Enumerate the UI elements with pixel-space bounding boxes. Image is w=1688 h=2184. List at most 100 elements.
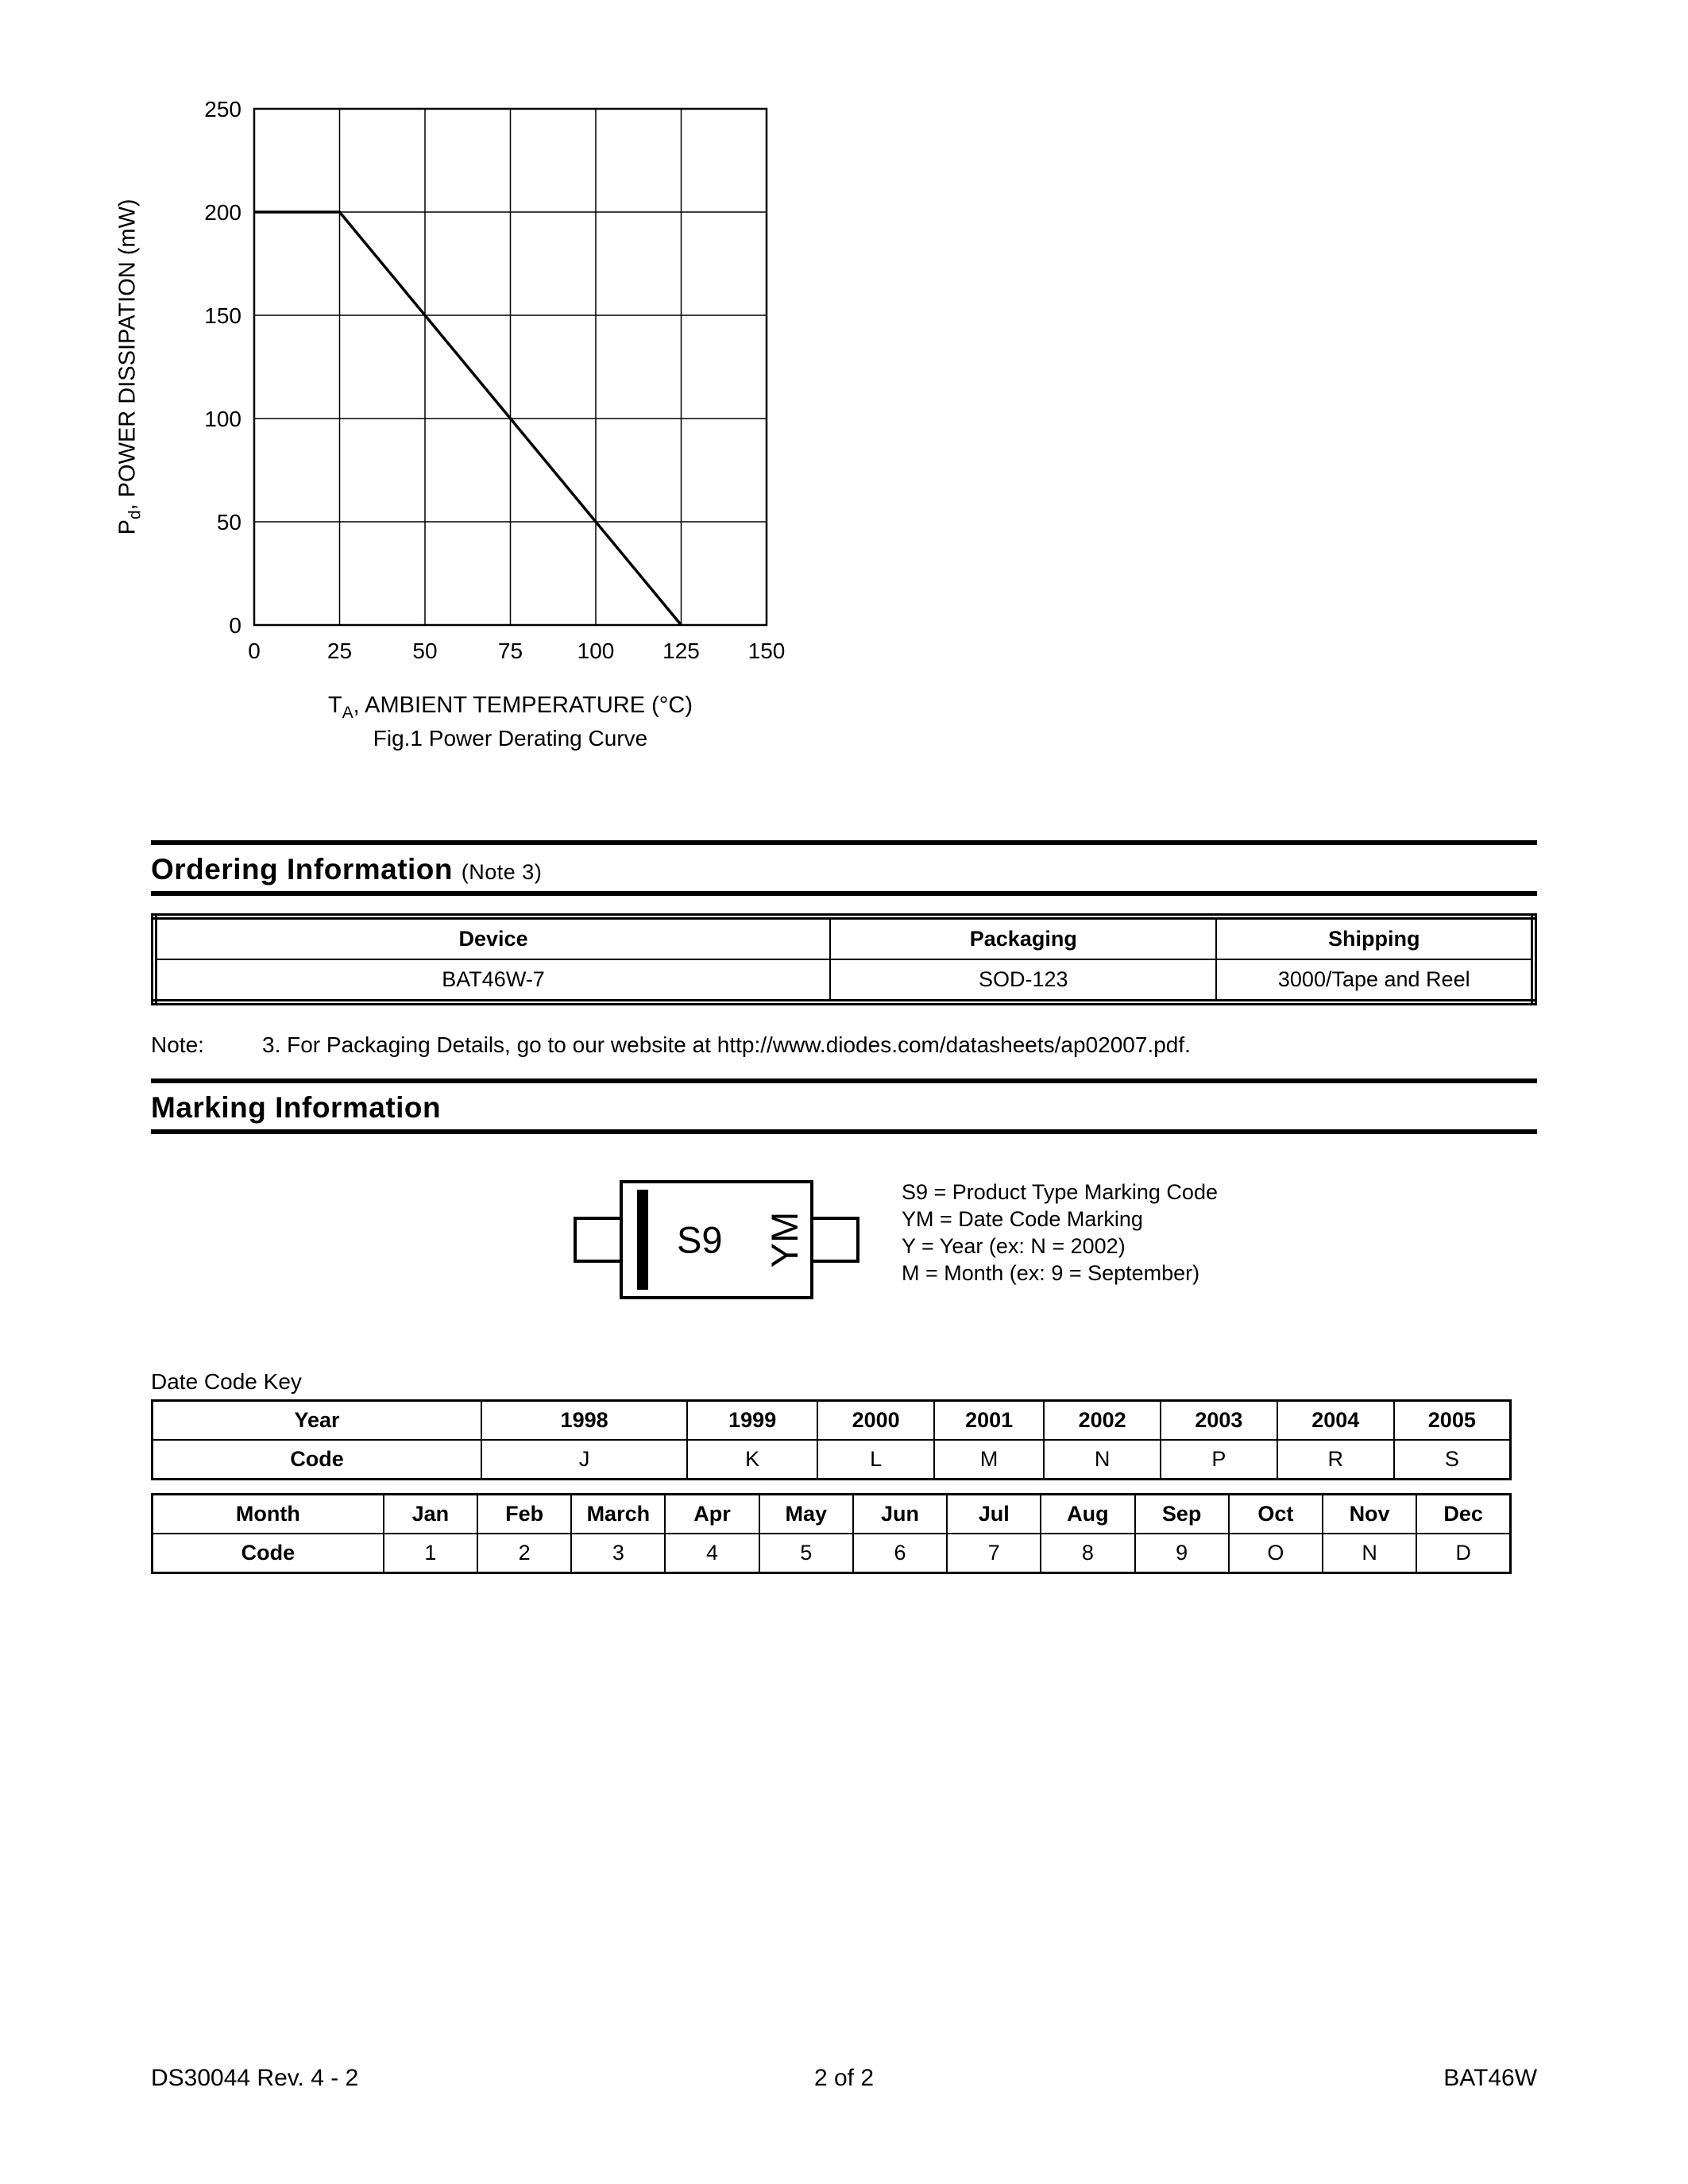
y-tick-label: 150 bbox=[204, 303, 241, 328]
year-code-cell: N bbox=[1043, 1439, 1162, 1480]
month-code-cell: 6 bbox=[852, 1533, 948, 1574]
y-tick-label: 0 bbox=[229, 613, 241, 638]
y-tick-label: 100 bbox=[204, 407, 241, 431]
packaging-note: Note: 3. For Packaging Details, go to ou… bbox=[151, 1032, 1537, 1058]
marking-legend: S9 = Product Type Marking Code YM = Date… bbox=[902, 1179, 1218, 1287]
x-label-rest: , AMBIENT TEMPERATURE (°C) bbox=[353, 693, 693, 718]
year-2005: 2005 bbox=[1393, 1399, 1512, 1441]
x-tick-label: 100 bbox=[577, 639, 615, 663]
year-code-cell: P bbox=[1160, 1439, 1278, 1480]
x-label-main: T bbox=[328, 693, 342, 718]
x-label-sub: A bbox=[342, 703, 353, 722]
package-lead-left bbox=[574, 1217, 623, 1263]
y-label-main: P bbox=[114, 519, 141, 535]
ordering-heading-note: (Note 3) bbox=[461, 860, 543, 884]
ordering-table-header-row: Device Packaging Shipping bbox=[153, 916, 1535, 960]
month-row: Month Jan Feb March Apr May Jun Jul Aug … bbox=[151, 1493, 1512, 1534]
x-tick-label: 75 bbox=[498, 639, 523, 663]
marking-legend-line-1: S9 = Product Type Marking Code bbox=[902, 1180, 1218, 1204]
chart-y-axis-label: Pd, POWER DISSIPATION (mW) bbox=[102, 109, 157, 625]
year-code-table: Year 1998 1999 2000 2001 2002 2003 2004 … bbox=[151, 1399, 1512, 1480]
footer-page-number: 2 of 2 bbox=[813, 2065, 875, 2091]
footer-document-number: DS30044 Rev. 4 - 2 bbox=[151, 2065, 359, 2091]
ordering-header-device: Device bbox=[153, 916, 832, 960]
month-may: May bbox=[758, 1493, 854, 1534]
month-code-cell: O bbox=[1227, 1533, 1323, 1574]
month-nov: Nov bbox=[1321, 1493, 1418, 1534]
month-jan: Jan bbox=[382, 1493, 479, 1534]
year-row: Year 1998 1999 2000 2001 2002 2003 2004 … bbox=[151, 1399, 1512, 1441]
month-jul: Jul bbox=[946, 1493, 1042, 1534]
marking-legend-line-4: M = Month (ex: 9 = September) bbox=[902, 1261, 1200, 1285]
y-label-rest: , POWER DISSIPATION (mW) bbox=[114, 199, 141, 511]
date-code-marking: YM bbox=[763, 1211, 805, 1268]
year-2002: 2002 bbox=[1043, 1399, 1162, 1441]
month-oct: Oct bbox=[1227, 1493, 1323, 1534]
product-marking-code: S9 bbox=[677, 1218, 723, 1261]
year-1998: 1998 bbox=[481, 1399, 689, 1441]
month-code-cell: 2 bbox=[476, 1533, 573, 1574]
month-code-cell: 7 bbox=[946, 1533, 1042, 1574]
plot-border bbox=[253, 107, 768, 627]
month-sep: Sep bbox=[1134, 1493, 1230, 1534]
year-1999: 1999 bbox=[686, 1399, 819, 1441]
month-apr: Apr bbox=[664, 1493, 760, 1534]
marking-legend-line-2: YM = Date Code Marking bbox=[902, 1207, 1143, 1231]
year-row-label: Year bbox=[151, 1399, 483, 1441]
ordering-table: Device Packaging Shipping BAT46W-7 SOD-1… bbox=[151, 913, 1537, 1005]
x-tick-label: 0 bbox=[248, 639, 261, 663]
year-2001: 2001 bbox=[933, 1399, 1045, 1441]
ordering-header-packaging: Packaging bbox=[829, 916, 1218, 960]
month-march: March bbox=[570, 1493, 666, 1534]
month-code-cell: 4 bbox=[664, 1533, 760, 1574]
year-code-cell: L bbox=[817, 1439, 936, 1480]
package-lead-right bbox=[810, 1217, 859, 1263]
marking-heading-title: Marking Information bbox=[151, 1091, 442, 1124]
ordering-section-heading: Ordering Information (Note 3) bbox=[151, 840, 1537, 896]
x-tick-label: 125 bbox=[662, 639, 700, 663]
ordering-heading-title: Ordering Information (Note 3) bbox=[151, 853, 543, 886]
month-code-cell: 3 bbox=[570, 1533, 666, 1574]
x-tick-label: 25 bbox=[327, 639, 352, 663]
cathode-band bbox=[637, 1190, 648, 1290]
year-code-cell: M bbox=[933, 1439, 1045, 1480]
y-label-sub: d bbox=[125, 510, 144, 520]
month-code-cell: 8 bbox=[1040, 1533, 1136, 1574]
y-tick-label: 50 bbox=[217, 510, 241, 534]
year-2003: 2003 bbox=[1160, 1399, 1278, 1441]
year-2000: 2000 bbox=[817, 1399, 936, 1441]
year-code-cell: S bbox=[1393, 1439, 1512, 1480]
month-row-label: Month bbox=[151, 1493, 384, 1534]
power-derating-chart: 0 25 50 75 100 125 150 0 50 100 150 200 250 bbox=[204, 99, 785, 663]
table-row: BAT46W-7 SOD-123 3000/Tape and Reel bbox=[153, 959, 1535, 1003]
note-url-link[interactable]: http://www.diodes.com/datasheets/ap02007… bbox=[717, 1032, 1185, 1057]
year-code-row: Code J K L M N P R S bbox=[151, 1439, 1512, 1480]
ordering-cell-device: BAT46W-7 bbox=[153, 959, 832, 1003]
ordering-cell-packaging: SOD-123 bbox=[829, 959, 1218, 1003]
year-code-label: Code bbox=[151, 1439, 483, 1480]
power-derating-curve bbox=[254, 210, 682, 627]
marking-information-section: Marking Information S9 YM S9 = Product T… bbox=[151, 1078, 1537, 1619]
year-2004: 2004 bbox=[1276, 1399, 1395, 1441]
month-code-table: Month Jan Feb March Apr May Jun Jul Aug … bbox=[151, 1493, 1512, 1574]
year-code-cell: J bbox=[481, 1439, 689, 1480]
month-code-cell: 9 bbox=[1134, 1533, 1230, 1574]
date-code-key-label: Date Code Key bbox=[151, 1369, 302, 1394]
ordering-cell-shipping: 3000/Tape and Reel bbox=[1215, 959, 1535, 1003]
month-code-cell: N bbox=[1321, 1533, 1418, 1574]
ordering-header-shipping: Shipping bbox=[1215, 916, 1535, 960]
month-feb: Feb bbox=[476, 1493, 573, 1534]
footer-part-number: BAT46W bbox=[1443, 2065, 1538, 2091]
package-body: S9 YM bbox=[620, 1180, 813, 1299]
page-footer: DS30044 Rev. 4 - 2 2 of 2 BAT46W bbox=[151, 2065, 1537, 2092]
y-tick-label: 200 bbox=[204, 200, 241, 225]
month-code-label: Code bbox=[151, 1533, 384, 1574]
month-code-cell: D bbox=[1416, 1533, 1512, 1574]
note-text-after: . bbox=[1184, 1032, 1191, 1057]
note-text: 3. For Packaging Details, go to our webs… bbox=[262, 1032, 1191, 1058]
ordering-information-section: Ordering Information (Note 3) Device Pac… bbox=[151, 840, 1537, 1058]
month-aug: Aug bbox=[1040, 1493, 1136, 1534]
note-text-before: 3. For Packaging Details, go to our webs… bbox=[262, 1032, 717, 1057]
month-code-row: Code 1 2 3 4 5 6 7 8 9 O N D bbox=[151, 1533, 1512, 1574]
package-drawing: S9 YM bbox=[574, 1180, 1018, 1307]
